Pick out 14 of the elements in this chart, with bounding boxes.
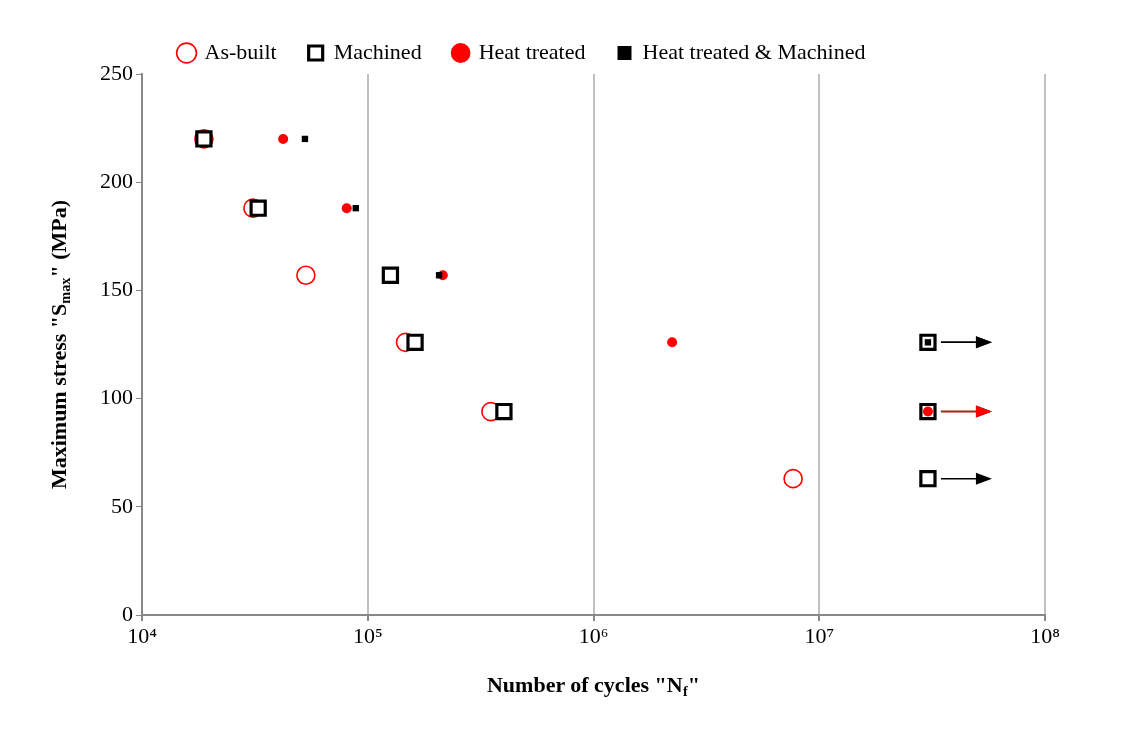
- x-tick-label: 10⁶: [578, 622, 609, 648]
- y-tick-label: 100: [100, 384, 133, 410]
- y-tick-label: 200: [100, 167, 133, 193]
- y-tick-label: 50: [111, 492, 133, 518]
- y-axis-title: Maximum stress "Smax" (MPa): [45, 199, 74, 490]
- x-tick-label: 10⁵: [352, 622, 383, 648]
- x-tick-label: 10⁷: [804, 622, 835, 648]
- x-tick-label: 10⁸: [1030, 622, 1060, 648]
- legend-label: Heat treated & Machined: [642, 38, 866, 64]
- y-tick-label: 150: [100, 276, 133, 302]
- legend-label: Heat treated: [478, 38, 586, 64]
- legend-label: Machined: [333, 38, 422, 64]
- y-tick-label: 250: [100, 59, 133, 85]
- legend-label: As-built: [204, 38, 277, 64]
